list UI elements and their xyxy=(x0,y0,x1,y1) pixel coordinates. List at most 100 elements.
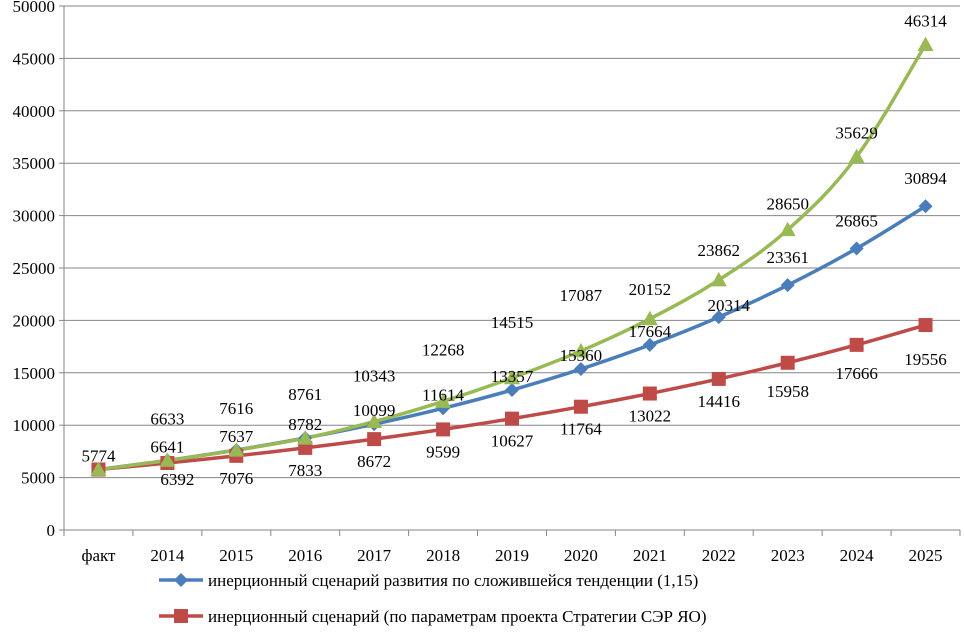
data-label: 13357 xyxy=(491,367,534,386)
data-label: 13022 xyxy=(629,407,672,426)
data-point-square xyxy=(642,386,657,401)
data-label: 28650 xyxy=(766,195,809,214)
data-point-triangle xyxy=(572,342,589,358)
data-point-square xyxy=(573,399,588,414)
x-tick-label: факт xyxy=(81,546,116,565)
y-tick-label: 30000 xyxy=(13,207,56,226)
data-point-diamond xyxy=(505,383,519,398)
data-point-triangle xyxy=(366,413,383,429)
y-tick-label: 25000 xyxy=(13,259,56,278)
y-tick-label: 5000 xyxy=(21,469,55,488)
series-layer xyxy=(90,36,934,477)
data-label: 7833 xyxy=(288,461,322,480)
data-label: 11614 xyxy=(422,385,464,404)
data-point-triangle xyxy=(90,461,107,476)
data-point-triangle xyxy=(779,221,796,237)
y-tick-label: 15000 xyxy=(13,364,56,383)
data-point-triangle xyxy=(710,271,727,287)
data-label: 8672 xyxy=(357,452,391,471)
grid-layer xyxy=(64,5,960,531)
data-label: 14515 xyxy=(491,313,534,332)
data-point-triangle xyxy=(917,36,934,52)
data-label: 30894 xyxy=(904,169,947,188)
x-tick-label: 2023 xyxy=(771,546,805,565)
y-tick-label: 40000 xyxy=(13,102,56,121)
x-tick-label: 2025 xyxy=(909,546,943,565)
data-point-diamond xyxy=(711,310,726,325)
y-tick-label: 0 xyxy=(47,521,56,540)
x-tick-label: 2015 xyxy=(219,546,253,565)
data-point-triangle xyxy=(848,148,865,164)
x-tick-label: 2019 xyxy=(495,546,529,565)
data-point-square xyxy=(780,355,795,370)
data-point-diamond xyxy=(174,573,188,587)
x-tick-label: 2017 xyxy=(357,546,392,565)
legend: инерционный сценарий развития по сложивш… xyxy=(159,571,706,626)
x-tick-label: 2024 xyxy=(840,546,875,565)
data-label: 5774 xyxy=(81,446,116,465)
data-point-diamond xyxy=(780,278,795,293)
data-point-diamond xyxy=(573,362,588,377)
data-label: 14416 xyxy=(698,392,741,411)
x-tick-label: 2014 xyxy=(150,546,185,565)
legend-entry-label: инерционный сценарий (по параметрам прое… xyxy=(208,607,706,626)
x-tick-label: 2018 xyxy=(426,546,460,565)
data-label: 10099 xyxy=(353,401,396,420)
data-label: 6641 xyxy=(150,437,184,456)
y-tick-label: 45000 xyxy=(13,49,56,68)
data-point-triangle xyxy=(504,369,520,385)
axis-layer: 0 5000 10000 15000 20000 25000 30000 35000 40000… xyxy=(13,0,961,565)
y-tick-label: 50000 xyxy=(13,0,56,16)
data-point-triangle xyxy=(435,393,452,408)
data-label: 8782 xyxy=(288,415,322,434)
data-label: 17087 xyxy=(560,286,603,305)
x-tick-label: 2021 xyxy=(633,546,667,565)
y-tick-label: 20000 xyxy=(13,311,56,330)
data-label: 12268 xyxy=(422,340,465,359)
data-point-square xyxy=(711,371,726,386)
data-label: 10343 xyxy=(353,367,396,386)
data-point-square xyxy=(849,337,864,352)
data-label: 8761 xyxy=(288,385,322,404)
data-label: 10627 xyxy=(491,432,534,451)
y-tick-label: 10000 xyxy=(13,416,56,435)
data-label: 6633 xyxy=(150,409,184,428)
data-point-square xyxy=(174,609,188,623)
data-point-square xyxy=(436,422,451,437)
data-point-diamond xyxy=(642,337,657,352)
data-label: 46314 xyxy=(904,12,947,31)
data-label: 17666 xyxy=(835,364,878,383)
data-label: 35629 xyxy=(835,124,878,143)
data-label: 19556 xyxy=(904,350,947,369)
data-label: 15360 xyxy=(560,346,603,365)
y-tick-label: 35000 xyxy=(13,154,56,173)
data-label: 7616 xyxy=(219,399,253,418)
data-point-square xyxy=(505,411,519,426)
data-point-triangle xyxy=(228,442,245,457)
data-point-triangle xyxy=(297,430,314,445)
data-point-diamond xyxy=(849,241,864,256)
data-label: 20152 xyxy=(629,280,672,299)
legend-entry-label: инерционный сценарий развития по сложивш… xyxy=(208,571,698,590)
data-label: 17664 xyxy=(629,322,672,341)
data-point-diamond xyxy=(918,199,933,214)
data-label: 11764 xyxy=(560,420,602,439)
data-label: 9599 xyxy=(426,442,460,461)
data-label: 7076 xyxy=(219,469,253,488)
data-label: 26865 xyxy=(835,211,878,230)
data-point-triangle xyxy=(159,452,176,467)
data-label-layer: 5774 6641 7637 8782 10099 11614 13357 15360 1766… xyxy=(81,12,947,489)
data-label: 20314 xyxy=(708,296,751,315)
x-tick-label: 2020 xyxy=(564,546,598,565)
x-tick-label: 2016 xyxy=(288,546,322,565)
data-label: 6392 xyxy=(160,470,194,489)
data-label: 15958 xyxy=(766,382,809,401)
data-label: 7637 xyxy=(219,427,254,446)
data-label: 23862 xyxy=(698,241,741,260)
data-label: 23361 xyxy=(766,248,809,267)
data-point-square xyxy=(918,318,933,333)
data-point-square xyxy=(367,432,382,447)
data-point-triangle xyxy=(641,310,658,326)
